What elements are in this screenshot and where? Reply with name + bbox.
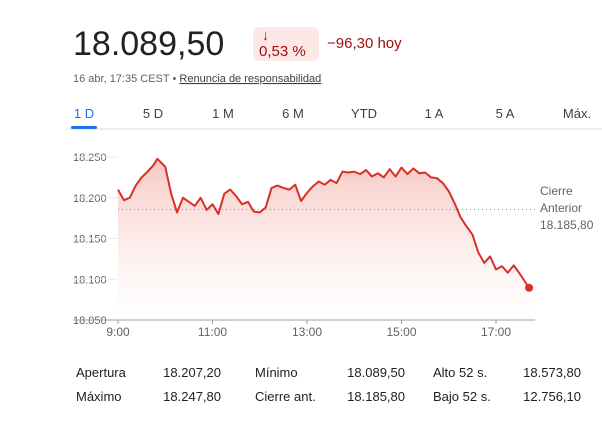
previous-close-label: Cierre — [540, 184, 573, 198]
y-tick-label: 18.100 — [73, 274, 107, 286]
stat-value: 18.573,80 — [523, 365, 581, 380]
x-tick-label: 11:00 — [198, 325, 227, 339]
tabs: 1 D 5 D 1 M 6 M YTD 1 A 5 A Máx. — [71, 106, 591, 129]
subtitle: 16 abr, 17:35 CEST • Renuncia de respons… — [73, 73, 321, 85]
tab[interactable]: 1 M — [212, 106, 234, 121]
stat-value: 18.089,50 — [347, 365, 405, 380]
stat-label: Máximo — [76, 389, 122, 404]
last-point — [525, 283, 534, 292]
price: 18.089,50 — [73, 25, 224, 63]
tab[interactable]: 5 A — [496, 106, 515, 121]
y-tick-label: 18.250 — [73, 152, 107, 164]
tab[interactable]: YTD — [351, 106, 377, 121]
tab[interactable]: 1 D — [74, 106, 94, 121]
chart: 18.050 18.100 18.150 18.200 18.250 9:00 11:00 1… — [73, 152, 594, 339]
stat-value: 12.756,10 — [523, 389, 581, 404]
x-tick-label: 13:00 — [292, 325, 322, 339]
separator: • — [172, 73, 176, 85]
date: 16 abr, 17:35 CEST — [73, 73, 170, 85]
x-tick-label: 9:00 — [106, 325, 130, 339]
tab[interactable]: 5 D — [143, 106, 163, 121]
stat-value: 18.247,80 — [163, 389, 221, 404]
tab-underline — [71, 126, 97, 129]
y-tick-label: 18.200 — [73, 193, 107, 205]
tab[interactable]: 6 M — [282, 106, 304, 121]
tab[interactable]: Máx. — [563, 106, 591, 121]
price-line — [117, 157, 530, 289]
stat-value: 18.207,20 — [163, 365, 221, 380]
previous-close-label: Anterior — [540, 201, 582, 215]
y-tick-label: 18.050 — [73, 315, 107, 327]
stat-label: Apertura — [76, 365, 127, 380]
stat-value: 18.185,80 — [347, 389, 405, 404]
area-fill — [118, 158, 530, 320]
disclaimer-link[interactable]: Renuncia de responsabilidad — [179, 73, 321, 85]
stat-label: Bajo 52 s. — [433, 389, 491, 404]
stat-label: Alto 52 s. — [433, 365, 487, 380]
x-tick-label: 17:00 — [481, 325, 511, 339]
y-tick-label: 18.150 — [73, 234, 107, 246]
stats-table: Apertura 18.207,20 Mínimo 18.089,50 Alto 52 … — [76, 365, 581, 404]
stat-label: Cierre ant. — [255, 389, 316, 404]
change-percent: 0,53 % — [259, 43, 306, 60]
change-arrow: ↓ — [262, 27, 269, 43]
stat-label: Mínimo — [255, 365, 298, 380]
previous-close-value: 18.185,80 — [540, 218, 594, 232]
change-badge — [253, 27, 319, 61]
change-abs: −96,30 hoy — [327, 35, 402, 52]
tab[interactable]: 1 A — [425, 106, 444, 121]
x-tick-label: 15:00 — [386, 325, 416, 339]
